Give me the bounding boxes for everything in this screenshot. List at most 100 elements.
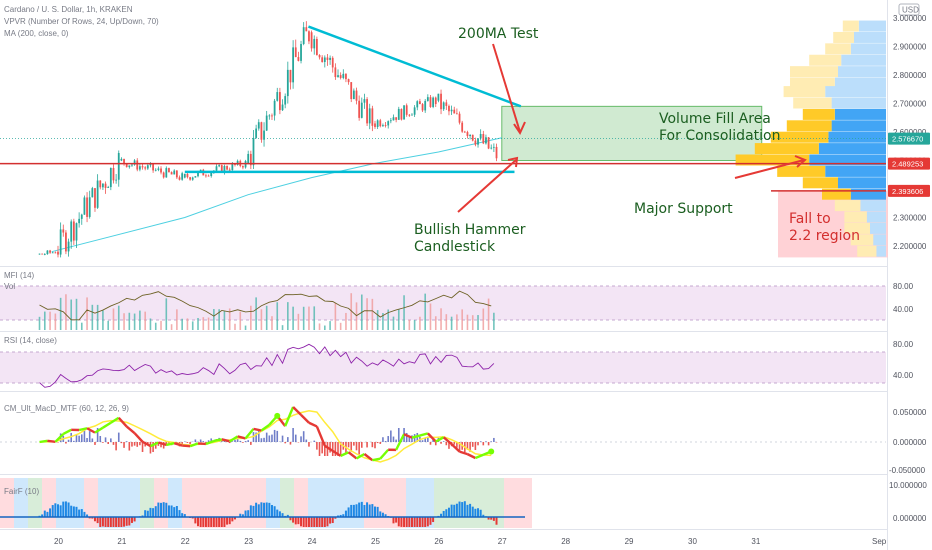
mfi-volume-bar: [207, 317, 210, 330]
macd-line-segment: [300, 414, 310, 424]
macd-hist-bar: [102, 442, 104, 443]
fair-bar: [86, 514, 89, 517]
annotation-fall-2: 2.2 region: [789, 228, 860, 244]
arrow-ma-test-head: [513, 121, 526, 136]
macd-hist-bar: [194, 439, 197, 442]
macd-hist-bar: [397, 428, 400, 442]
macd-hist-bar: [427, 436, 429, 442]
candle-body: [310, 32, 313, 49]
candle-body: [450, 109, 453, 112]
macd-axis-high: 0.050000: [893, 408, 927, 417]
candle-body: [123, 158, 125, 164]
vp-up-bar: [802, 108, 835, 120]
annotation-volume-fill-1: Volume Fill Area: [659, 111, 771, 127]
macd-line-segment: [466, 453, 476, 460]
macd-line-segment: [308, 421, 318, 428]
currency-badge[interactable]: [898, 3, 920, 16]
mfi-volume-bar: [133, 313, 136, 330]
candle-body: [355, 90, 358, 101]
macd-hist-bar: [265, 432, 268, 442]
fair-bar: [152, 508, 155, 517]
fair-bar: [360, 501, 363, 517]
vp-up-bar: [754, 143, 819, 155]
candle-body: [297, 57, 300, 61]
candle-body: [91, 188, 94, 198]
annotation-major-support: Major Support: [634, 201, 733, 217]
candle-body: [360, 102, 363, 118]
fair-bar: [173, 507, 176, 517]
candle-body: [191, 177, 194, 180]
macd-cross-dot: [274, 412, 281, 419]
macd-hist-bar: [442, 441, 445, 442]
mfi-volume-bar: [382, 312, 384, 330]
fair-bar: [318, 517, 321, 527]
fair-bar: [286, 514, 289, 517]
fair-bar: [453, 504, 456, 517]
candle-body: [294, 47, 297, 58]
fair-bg-segment: [182, 478, 196, 528]
volume-fill-zone[interactable]: [501, 105, 763, 161]
macd-line-segment: [284, 406, 295, 427]
price-axis[interactable]: 3.000000 2.900000 2.800000 2.700000 2.600000…: [888, 14, 930, 251]
candle-body: [152, 163, 154, 171]
mfi-vol-label: Vol: [4, 282, 15, 291]
fair-bar: [289, 517, 292, 521]
fair-bar: [59, 505, 62, 517]
mfi-volume-bar: [271, 316, 273, 330]
macd-label: CM_Ult_MacD_MTF (60, 12, 26, 9): [4, 404, 129, 413]
mfi-volume-bar: [302, 306, 305, 330]
macd-hist-bar: [326, 442, 329, 456]
macd-line-segment: [229, 435, 239, 443]
rsi-axis-low: 40.00: [893, 371, 914, 380]
time-tick-label: 30: [688, 537, 697, 546]
fair-bar: [395, 517, 398, 523]
fair-bar: [495, 517, 498, 525]
fair-bar: [323, 517, 326, 527]
macd-line-segment: [197, 442, 207, 446]
fair-bg-segment: [0, 478, 14, 528]
candle-body: [107, 187, 110, 188]
fair-bar: [202, 517, 205, 527]
macd-hist-bar: [466, 442, 469, 450]
fair-bar: [183, 514, 186, 517]
fair-bg-segment: [392, 478, 406, 528]
macd-hist-bar: [350, 442, 353, 452]
macd-hist-bar: [149, 442, 152, 454]
mfi-volume-bar: [59, 297, 62, 330]
macd-hist-bar: [358, 442, 360, 455]
macd-hist-bar: [458, 442, 461, 452]
macd-hist-bar: [202, 441, 205, 442]
candle-body: [345, 73, 347, 80]
fair-bar: [297, 517, 300, 525]
resistance-trendline[interactable]: [307, 25, 522, 108]
fair-bar: [313, 517, 316, 527]
macd-line-segment: [102, 421, 112, 429]
mfi-volume-bar: [234, 323, 236, 330]
fair-bar: [350, 504, 353, 517]
fair-bar: [424, 517, 427, 527]
candle-body: [88, 197, 91, 217]
time-tick-label: 28: [561, 537, 570, 546]
fair-bar: [49, 508, 52, 517]
candle-body: [38, 253, 41, 255]
macd-hist-bar: [99, 435, 102, 442]
candle-body: [368, 108, 371, 124]
fair-bar: [426, 517, 429, 527]
vp-down-bar: [834, 108, 886, 120]
fair-bar: [252, 505, 255, 517]
time-axis[interactable]: 20 21 22 23 24 25 26 27 28 29 30 31 Sep: [54, 537, 887, 546]
macd-line-segment: [189, 442, 199, 448]
fair-bar: [371, 504, 374, 517]
mfi-volume-bar: [313, 306, 316, 330]
mfi-volume-bar: [424, 293, 426, 330]
macd-hist-bar: [199, 439, 202, 442]
candle-body: [477, 138, 479, 145]
mfi-volume-bar: [419, 316, 421, 330]
mfi-volume-bar: [292, 306, 294, 330]
fair-bar: [477, 508, 480, 517]
fair-bar: [445, 509, 448, 517]
candle-body: [387, 121, 390, 126]
fair-bar: [194, 517, 197, 524]
macd-hist-bar: [160, 442, 162, 448]
